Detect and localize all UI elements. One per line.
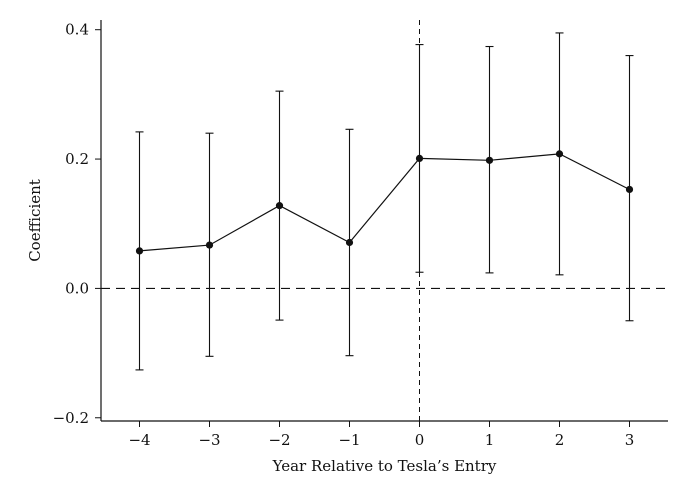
- x-tick-label: −4: [128, 431, 150, 449]
- data-point: [485, 156, 494, 164]
- reference-lines: [101, 20, 668, 421]
- data-point: [275, 202, 284, 210]
- series-line: [139, 153, 630, 252]
- x-ticks: −4 −3 −2 −1 0 1 2 3: [128, 421, 634, 449]
- y-tick-label: 0.4: [65, 21, 89, 39]
- x-tick-label: 0: [415, 431, 425, 449]
- x-tick-label: 2: [555, 431, 565, 449]
- axes: [100, 20, 668, 422]
- data-points: [135, 150, 634, 255]
- data-point: [625, 185, 634, 194]
- x-axis-title: Year Relative to Tesla’s Entry: [272, 457, 497, 475]
- data-point: [415, 154, 424, 163]
- x-tick-label: −2: [268, 431, 290, 449]
- x-tick-label: −3: [198, 431, 220, 449]
- y-tick-label: −0.2: [53, 409, 89, 427]
- data-point: [135, 247, 144, 255]
- data-point: [555, 150, 564, 158]
- error-bars: [135, 32, 634, 371]
- y-tick-label: 0.0: [65, 279, 89, 297]
- y-axis-title: Coefficient: [26, 179, 44, 262]
- data-point: [205, 241, 214, 249]
- data-point: [345, 238, 354, 247]
- x-tick-label: −1: [338, 431, 360, 449]
- y-ticks: −0.2 0.0 0.2 0.4: [53, 21, 101, 427]
- x-tick-label: 3: [625, 431, 635, 449]
- x-tick-label: 1: [485, 431, 495, 449]
- y-tick-label: 0.2: [65, 150, 89, 168]
